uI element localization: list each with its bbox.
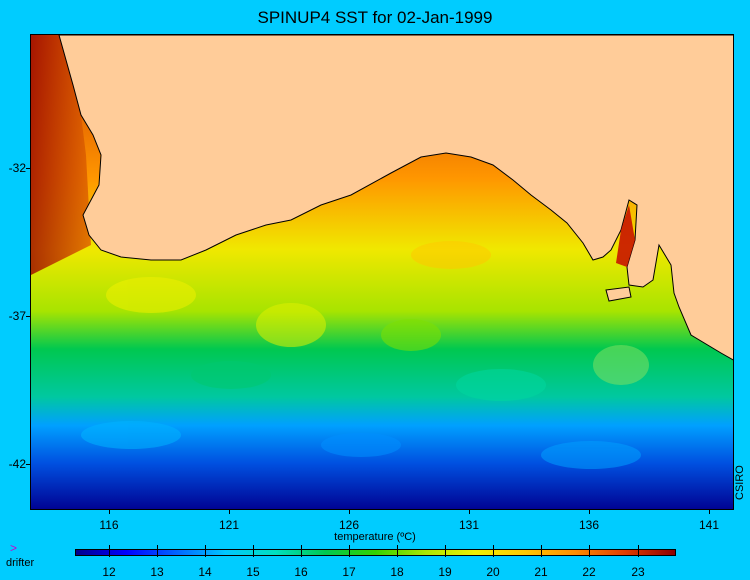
colorbar-tick-mark <box>638 545 639 557</box>
colorbar-tick-label: 13 <box>150 565 164 579</box>
x-tick-label: 126 <box>338 518 360 532</box>
colorbar <box>75 549 676 556</box>
colorbar-tick-mark <box>349 545 350 557</box>
x-tick-mark <box>109 510 110 514</box>
colorbar-tick-label: 21 <box>534 565 548 579</box>
colorbar-tick-mark <box>397 545 398 557</box>
colorbar-tick-mark <box>253 545 254 557</box>
eddy-texture <box>81 241 649 469</box>
colorbar-tick-label: 16 <box>294 565 308 579</box>
colorbar-tick-mark <box>205 545 206 557</box>
y-tick-label: -42 <box>8 457 26 471</box>
x-tick-label: 131 <box>458 518 480 532</box>
y-tick-label: -37 <box>8 309 26 323</box>
kangaroo-island <box>605 286 632 302</box>
y-tick-mark <box>26 316 30 317</box>
colorbar-tick-mark <box>157 545 158 557</box>
colorbar-tick-label: 12 <box>102 565 116 579</box>
colorbar-tick-label: 19 <box>438 565 452 579</box>
spencer-gulf <box>616 205 635 267</box>
x-tick-mark <box>349 510 350 514</box>
colorbar-tick-label: 18 <box>390 565 404 579</box>
land-australia <box>58 35 733 361</box>
colorbar-tick-mark <box>589 545 590 557</box>
colorbar-tick-mark <box>301 545 302 557</box>
drifter-label: drifter <box>6 557 35 569</box>
colorbar-tick-label: 14 <box>198 565 212 579</box>
colorbar-tick-label: 23 <box>631 565 645 579</box>
x-tick-label: 121 <box>218 518 240 532</box>
y-tick-label: -32 <box>8 161 26 175</box>
colorbar-tick-label: 15 <box>246 565 260 579</box>
colorbar-label: temperature (ºC) <box>334 531 416 543</box>
colorbar-tick-mark <box>541 545 542 557</box>
credit-label: CSIRO <box>734 465 746 500</box>
sst-map <box>30 34 734 510</box>
x-tick-mark <box>229 510 230 514</box>
colorbar-tick-mark <box>493 545 494 557</box>
colorbar-tick-mark <box>445 545 446 557</box>
colorbar-tick-label: 22 <box>582 565 596 579</box>
colorbar-tick-mark <box>109 545 110 557</box>
page-title: SPINUP4 SST for 02-Jan-1999 <box>257 8 493 27</box>
x-tick-label: 136 <box>578 518 600 532</box>
x-tick-mark <box>469 510 470 514</box>
x-tick-label: 116 <box>99 518 119 532</box>
y-tick-mark <box>26 168 30 169</box>
x-tick-mark <box>709 510 710 514</box>
colorbar-tick-label: 20 <box>486 565 500 579</box>
x-tick-mark <box>589 510 590 514</box>
x-tick-label: 141 <box>698 518 720 532</box>
drifter-marker-icon: > <box>10 541 18 555</box>
y-tick-mark <box>26 464 30 465</box>
colorbar-tick-label: 17 <box>342 565 356 579</box>
